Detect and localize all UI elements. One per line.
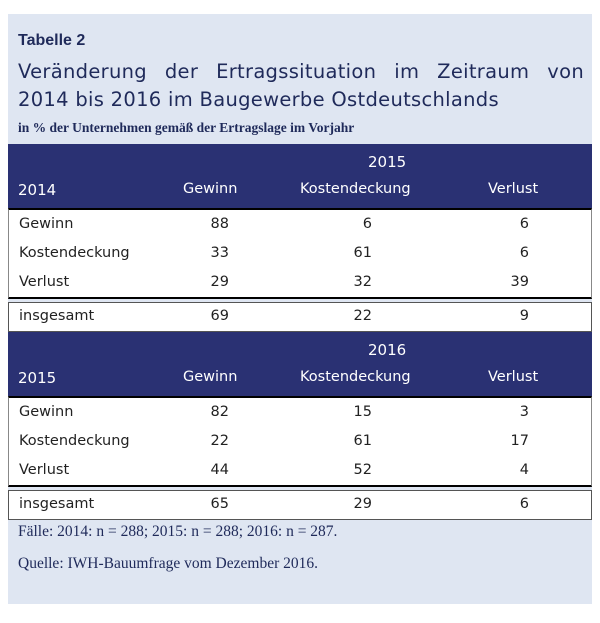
cell: 15 — [353, 404, 372, 420]
row-label: Kostendeckung — [19, 433, 130, 449]
total-row: insgesamt 69 22 9 — [8, 302, 592, 332]
cell: 22 — [353, 308, 372, 324]
row-label: Gewinn — [19, 216, 74, 232]
table-row: Verlust 44 52 4 — [9, 456, 591, 485]
cell: 61 — [353, 433, 372, 449]
target-year: 2016 — [368, 341, 407, 359]
cell: 61 — [353, 245, 372, 261]
cell: 88 — [210, 216, 229, 232]
table-row: Gewinn 88 6 6 — [9, 210, 591, 239]
base-year: 2014 — [18, 181, 57, 199]
cell: 29 — [210, 274, 229, 290]
cell: 4 — [519, 462, 529, 478]
column-header-verlust: Verlust — [488, 369, 539, 385]
row-label: Gewinn — [19, 404, 74, 420]
table-title: Veränderung der Ertragssituation im Zeit… — [18, 58, 584, 114]
cell: 33 — [210, 245, 229, 261]
column-header-gewinn: Gewinn — [183, 181, 238, 197]
table-body: Gewinn 88 6 6 Kostendeckung 33 61 6 Verl… — [8, 208, 592, 299]
cell: 17 — [510, 433, 529, 449]
target-year: 2015 — [368, 153, 407, 171]
table-row: Gewinn 82 15 3 — [9, 398, 591, 427]
cell: 82 — [210, 404, 229, 420]
table-block-2015-2016: 2016 2015 Gewinn Kostendeckung Verlust G… — [8, 332, 592, 520]
cell: 29 — [353, 496, 372, 512]
table-body: Gewinn 82 15 3 Kostendeckung 22 61 17 Ve… — [8, 396, 592, 487]
table-block-2014-2015: 2015 2014 Gewinn Kostendeckung Verlust G… — [8, 144, 592, 332]
column-header-gewinn: Gewinn — [183, 369, 238, 385]
column-header-kostendeckung: Kostendeckung — [300, 181, 411, 197]
row-label: Verlust — [19, 462, 70, 478]
cell: 32 — [353, 274, 372, 290]
column-header-verlust: Verlust — [488, 181, 539, 197]
base-year: 2015 — [18, 369, 57, 387]
cell: 39 — [510, 274, 529, 290]
cell: 52 — [353, 462, 372, 478]
row-label: insgesamt — [19, 496, 95, 512]
column-header-kostendeckung: Kostendeckung — [300, 369, 411, 385]
table-row: Verlust 29 32 39 — [9, 268, 591, 297]
table-row: Kostendeckung 22 61 17 — [9, 427, 591, 456]
footnote-cases: Fälle: 2014: n = 288; 2015: n = 288; 201… — [18, 523, 338, 540]
cell: 22 — [210, 433, 229, 449]
table-header: 2015 2014 Gewinn Kostendeckung Verlust — [8, 144, 592, 208]
row-label: Verlust — [19, 274, 70, 290]
cell: 69 — [210, 308, 229, 324]
table-label: Tabelle 2 — [18, 32, 86, 49]
cell: 6 — [362, 216, 372, 232]
table-subtitle: in % der Unternehmen gemäß der Ertragsla… — [18, 120, 355, 135]
cell: 3 — [519, 404, 529, 420]
title-line-2: 2014 bis 2016 im Baugewerbe Ostdeutschla… — [18, 88, 499, 111]
cell: 9 — [519, 308, 529, 324]
cell: 6 — [519, 496, 529, 512]
cell: 6 — [519, 216, 529, 232]
cell: 44 — [210, 462, 229, 478]
table-header: 2016 2015 Gewinn Kostendeckung Verlust — [8, 332, 592, 396]
row-label: insgesamt — [19, 308, 95, 324]
table-row: Kostendeckung 33 61 6 — [9, 239, 591, 268]
footnote-source: Quelle: IWH-Bauumfrage vom Dezember 2016… — [18, 555, 318, 572]
total-row: insgesamt 65 29 6 — [8, 490, 592, 520]
cell: 6 — [519, 245, 529, 261]
row-label: Kostendeckung — [19, 245, 130, 261]
table-panel: Tabelle 2 Veränderung der Ertragssituati… — [8, 14, 592, 604]
cell: 65 — [210, 496, 229, 512]
title-line-1: Veränderung der Ertragssituation im Zeit… — [18, 60, 584, 83]
